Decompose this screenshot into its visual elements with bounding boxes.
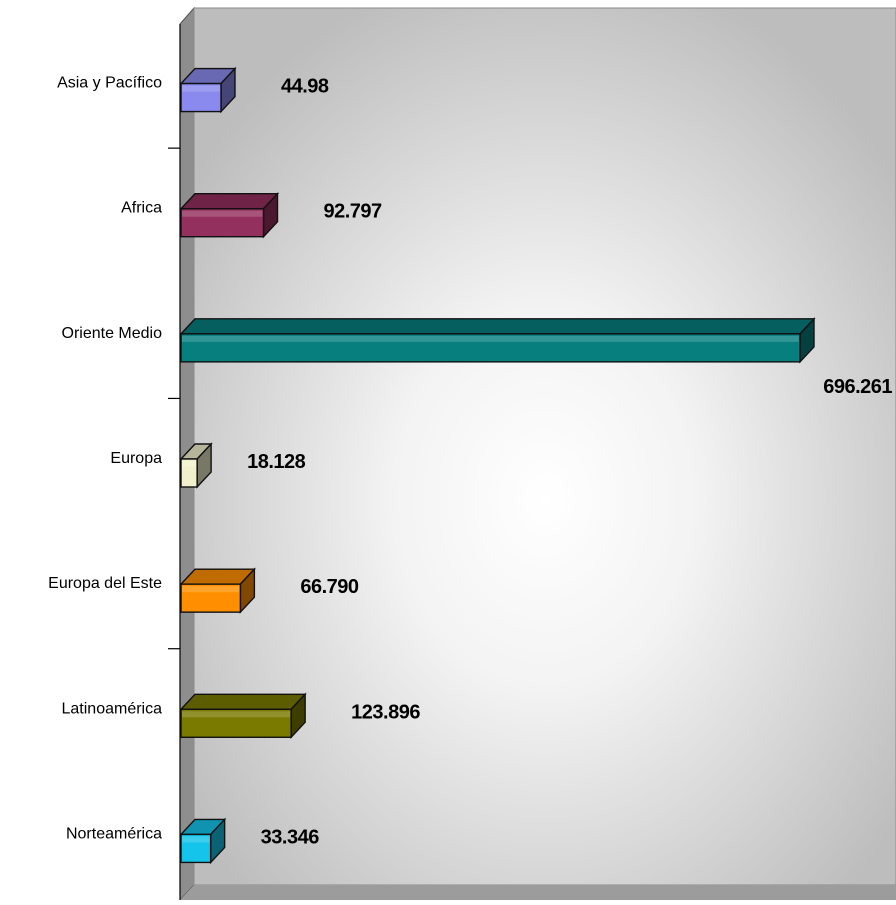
- bar-oriente-medio: [179, 317, 816, 364]
- bar-africa: [179, 191, 280, 239]
- value-label-norteamerica: 33.346: [261, 826, 320, 848]
- chart-back-wall: [193, 7, 896, 886]
- category-label-europa: Europa: [110, 450, 162, 467]
- value-label-europa: 18.128: [247, 451, 306, 473]
- category-label-africa: Africa: [121, 200, 162, 217]
- category-label-europa-del-este: Europa del Este: [48, 575, 162, 592]
- category-label-oriente-medio: Oriente Medio: [62, 325, 163, 342]
- value-label-oriente-medio: 696.261: [823, 376, 892, 398]
- bar-europa-del-este: [179, 567, 256, 614]
- bar-norteamerica: [179, 817, 227, 865]
- value-label-europa-del-este: 66.790: [300, 576, 359, 598]
- bar-asia-y-pacifico: [179, 66, 237, 114]
- chart-floor: [180, 885, 896, 900]
- category-label-asia-y-pacifico: Asia y Pacífico: [57, 75, 162, 92]
- category-label-norteamerica: Norteamérica: [66, 825, 162, 842]
- category-label-latinoamerica: Latinoamérica: [62, 700, 163, 717]
- bar-europa: [179, 442, 213, 489]
- value-label-latinoamerica: 123.896: [351, 701, 420, 723]
- value-label-asia-y-pacifico: 44.98: [281, 76, 329, 98]
- bar-latinoamerica: [179, 692, 307, 740]
- value-label-africa: 92.797: [323, 201, 382, 223]
